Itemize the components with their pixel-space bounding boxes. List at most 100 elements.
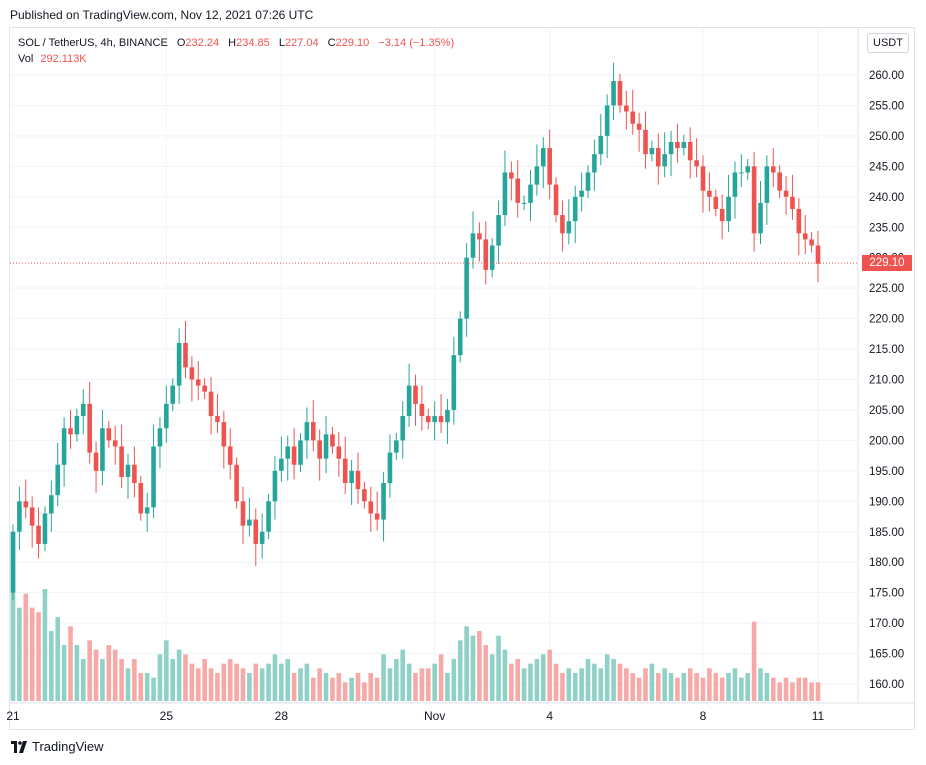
volume-bar [221,663,227,701]
candle-body [93,452,99,471]
candle-body [700,166,706,191]
volume-bar [732,668,738,701]
candle-body [464,257,469,319]
volume-bar [125,668,131,701]
volume-bar [170,659,176,701]
candle-body [157,428,163,447]
candle-body [36,525,41,544]
candle-body [132,464,137,484]
volume-bar [304,663,310,701]
y-tick-label: 225.00 [869,283,904,295]
volume-bar [528,663,533,701]
candle-body [687,141,693,161]
volume-bar [215,673,220,701]
volume-bar [451,659,457,701]
candle-body [630,111,636,124]
y-tick-label: 200.00 [869,435,904,447]
volume-bar [764,673,770,701]
volume-bar [694,673,699,701]
y-tick-label: 250.00 [869,131,904,143]
candle-body [100,428,105,471]
candle-body [764,166,770,203]
volume-bar [387,668,393,701]
candle-body [112,440,118,447]
y-tick-label: 215.00 [869,344,904,356]
chart-frame[interactable] [9,27,915,730]
candle-body [496,215,501,246]
volume-bar [681,673,687,701]
candle-body [668,141,674,155]
volume-bar [227,659,233,701]
candle-body [521,202,527,204]
volume-bar [17,607,22,701]
candle-body [355,470,361,490]
volume-bar [560,673,565,701]
volume-bar [36,612,41,701]
volume-bar [342,682,348,701]
legend-low-label: L [278,37,285,49]
volume-bar [509,663,514,701]
candle-body [413,385,418,404]
candle-body [445,409,450,423]
volume-bar [291,673,297,701]
volume-bar [547,649,552,701]
currency-button[interactable]: USDT [867,33,909,53]
volume-bar [739,677,744,701]
candle-body [662,154,667,167]
candle-body [470,233,476,258]
x-tick-label: Nov [424,709,445,723]
volume-bar [553,663,559,701]
volume-bar [132,659,137,701]
legend-ohlc-row: SOL / TetherUS, 4h, BINANCE O232.24 H234… [18,35,454,51]
y-tick-label: 185.00 [869,527,904,539]
candle-body [400,416,406,441]
candle-body [170,385,176,404]
y-tick-label: 165.00 [869,649,904,661]
volume-bar [745,673,751,701]
candle-body [87,403,92,453]
volume-bar [796,677,802,701]
legend-open-label: O [176,37,186,49]
volume-bar [777,682,782,701]
candle-body [202,385,207,392]
volume-bar [317,668,322,701]
candle-body [234,464,239,502]
candle-body [751,166,757,234]
x-tick-label: 25 [160,709,174,723]
volume-bar [119,659,124,701]
candle-body [739,172,744,174]
volume-bar [330,677,335,701]
candle-body [457,318,463,356]
y-tick-label: 170.00 [869,618,904,630]
candle-body [809,239,814,246]
candle-body [560,215,565,234]
candle-body [451,355,457,410]
volume-bar [253,663,259,701]
candle-body [387,452,393,484]
candle-body [266,501,271,532]
y-tick-label: 260.00 [869,70,904,82]
volume-bar [266,663,271,701]
candle-body [406,385,412,417]
volume-bar [489,654,495,701]
y-tick-label: 240.00 [869,192,904,204]
candle-body [579,190,584,197]
volume-bar [144,673,150,701]
candle-body [362,489,367,502]
volume-bar [809,682,814,701]
candle-body [144,507,150,514]
volume-bar [208,668,214,701]
volume-bar [783,677,789,701]
volume-bar [802,677,808,701]
candle-body [253,519,259,544]
footer-brand[interactable]: TradingView [11,739,104,754]
volume-bar [381,654,386,701]
volume-bar [585,659,591,701]
volume-bar [758,668,763,701]
candle-body [547,148,552,185]
volume-bar [521,668,527,701]
volume-bar [234,663,239,701]
volume-bar [400,649,406,701]
candle-body [419,403,425,417]
